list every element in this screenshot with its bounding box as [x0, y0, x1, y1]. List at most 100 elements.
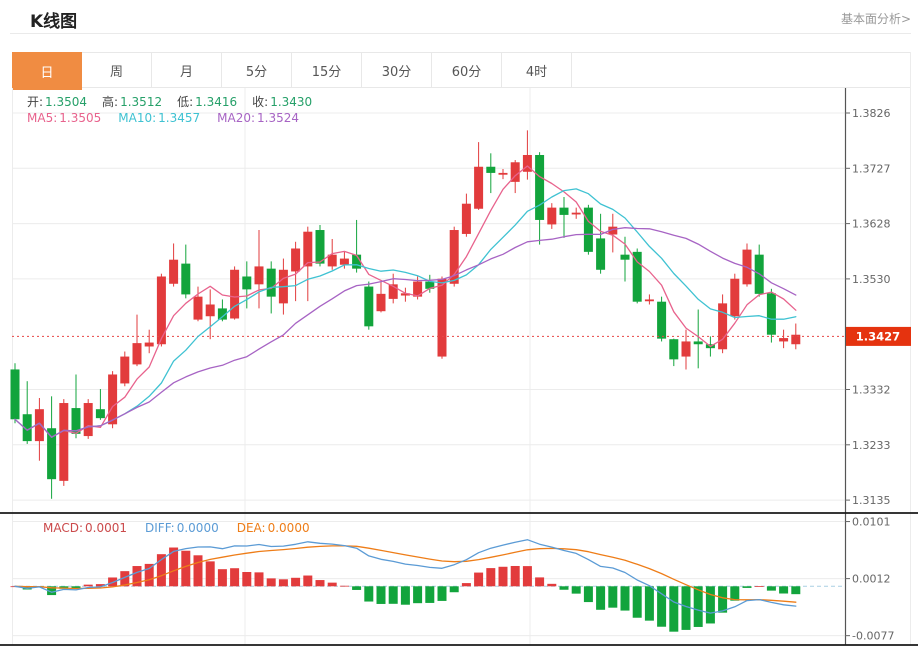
candle-body [59, 403, 69, 481]
candle-body [364, 286, 374, 327]
y-axis-label: 1.3530 [852, 273, 891, 286]
candle-body [254, 266, 264, 285]
macd-bar [315, 580, 325, 587]
macd-bar [266, 578, 276, 587]
candle-body [693, 341, 703, 345]
macd-bar [596, 586, 606, 610]
candle-body [95, 409, 105, 419]
open-readout: 开: 1.3504 [27, 95, 88, 109]
candle-body [486, 166, 496, 173]
macd-bar [425, 586, 435, 603]
period-tab-1[interactable]: 周 [82, 53, 152, 87]
macd-bar [193, 555, 203, 587]
candle-body [681, 341, 691, 357]
candle-body [132, 343, 142, 365]
macd-bar [510, 565, 520, 587]
macd-bar [205, 561, 215, 587]
macd-bar [449, 586, 459, 593]
candle-body [547, 207, 557, 225]
macd-bar [718, 586, 728, 613]
macd-bar [779, 586, 789, 594]
macd-readout: MACD: 0.0001 DIFF: 0.0000 DEA: 0.0000 [43, 521, 310, 535]
macd-bar [400, 586, 410, 605]
macd-bar [132, 566, 142, 587]
dea-line [14, 545, 797, 603]
macd-bar [95, 584, 105, 587]
macd-bar [693, 586, 703, 627]
macd-bar [547, 583, 557, 587]
macd-bar [742, 586, 752, 588]
period-tab-7[interactable]: 4时 [502, 53, 572, 87]
macd-bar [486, 568, 496, 587]
dea-value-readout: DEA: 0.0000 [236, 521, 310, 535]
current-price-marker-label: 1.3427 [856, 329, 900, 343]
macd-bar [474, 572, 484, 587]
candle-body [608, 226, 618, 235]
y-axis-label: 1.3727 [852, 162, 891, 175]
macd-bar [47, 586, 57, 596]
macd-bar [413, 586, 423, 604]
macd-bar [71, 586, 81, 590]
period-tab-3[interactable]: 5分 [222, 53, 292, 87]
macd-bar [461, 583, 471, 587]
period-tab-6[interactable]: 60分 [432, 53, 502, 87]
candle-body [583, 207, 593, 252]
ma10-readout: MA10: 1.3457 [118, 111, 201, 125]
candle-body [669, 339, 679, 360]
candle-body [413, 281, 423, 297]
low-readout: 低: 1.3416 [177, 95, 238, 109]
ma5-line [14, 165, 797, 438]
period-tab-0[interactable]: 日 [12, 52, 82, 90]
diff-line [14, 539, 797, 614]
macd-bar [644, 586, 654, 621]
candle-body [596, 238, 606, 270]
period-tab-2[interactable]: 月 [152, 53, 222, 87]
high-readout: 高: 1.3512 [102, 95, 163, 109]
candle-body [327, 254, 337, 267]
macd-bar [583, 586, 593, 603]
candle-body [291, 248, 301, 272]
macd-bar [571, 586, 581, 594]
macd-bar [754, 586, 764, 587]
macd-bar [278, 579, 288, 587]
candle-body [242, 276, 252, 290]
macd-bar [364, 586, 374, 602]
candle-body [205, 304, 215, 317]
y-axis-label: 1.3826 [852, 107, 891, 120]
macd-bar [83, 584, 93, 587]
macd-bar [498, 566, 508, 587]
period-tab-5[interactable]: 30分 [362, 53, 432, 87]
y-axis-label: 1.3233 [852, 439, 891, 452]
candle-body [498, 172, 508, 175]
macd-bar [681, 586, 691, 630]
macd-bar [169, 547, 179, 587]
period-tab-4[interactable]: 15分 [292, 53, 362, 87]
y-axis-label: 1.3628 [852, 218, 891, 231]
candle-body [71, 408, 81, 434]
y-axis-label: 1.3135 [852, 494, 891, 507]
candle-body [632, 251, 642, 302]
candle-body [791, 334, 801, 345]
macd-bar [535, 577, 545, 587]
macd-bar [156, 554, 166, 587]
candle-body [266, 268, 276, 297]
period-tabbar: 日周月 5分 15分 30分 60分 4时 [12, 52, 911, 90]
candle-body [730, 278, 740, 317]
candle-body [217, 308, 227, 320]
candle-body [437, 278, 447, 357]
title-divider [10, 33, 911, 34]
macd-bar [120, 571, 130, 587]
candle-body [657, 301, 667, 339]
ohlc-readout: 开: 1.3504 高: 1.3512 低: 1.3416 收: 1.3430 [27, 93, 312, 110]
candle-body [108, 374, 118, 425]
macd-bar [559, 586, 569, 590]
macd-bar [632, 586, 642, 618]
panel-right-border [910, 52, 911, 645]
fundamental-analysis-link[interactable]: 基本面分析> [840, 12, 911, 26]
macd-bar [388, 586, 398, 604]
candle-body [522, 154, 532, 172]
macd-bar [705, 586, 715, 624]
ma20-line [14, 227, 797, 438]
macd-bar [230, 568, 240, 587]
candle-body [156, 276, 166, 345]
